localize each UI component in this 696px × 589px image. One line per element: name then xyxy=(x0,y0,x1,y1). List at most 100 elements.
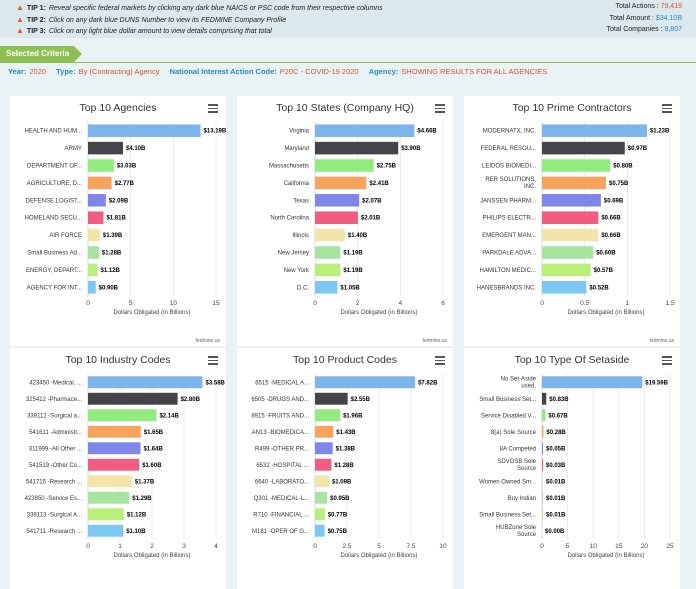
total-companies-value[interactable]: 9,807 xyxy=(664,26,682,33)
bar[interactable] xyxy=(315,124,415,137)
data-label[interactable]: $0.01B xyxy=(546,496,566,502)
bar[interactable] xyxy=(88,458,140,471)
bar[interactable] xyxy=(88,425,141,438)
data-label[interactable]: $0.60B xyxy=(596,251,616,257)
bar[interactable] xyxy=(315,246,341,259)
data-label[interactable]: $0.83B xyxy=(549,397,569,403)
bar[interactable] xyxy=(315,141,399,155)
bar[interactable] xyxy=(88,159,114,172)
data-label[interactable]: $1.28B xyxy=(102,251,122,257)
bar[interactable] xyxy=(542,124,647,137)
data-label[interactable]: $1.40B xyxy=(348,233,368,239)
hamburger-menu-icon[interactable] xyxy=(435,104,445,113)
bar[interactable] xyxy=(315,194,360,207)
data-label[interactable]: $2.55B xyxy=(351,397,371,403)
data-label[interactable]: $1.05B xyxy=(340,285,360,291)
bar[interactable] xyxy=(88,124,201,137)
data-label[interactable]: $3.58B xyxy=(206,380,226,386)
data-label[interactable]: $4.10B xyxy=(126,146,146,152)
data-label[interactable]: $0.97B xyxy=(628,146,648,152)
bar[interactable] xyxy=(315,475,329,488)
data-label[interactable]: $0.67B xyxy=(548,413,568,419)
bar[interactable] xyxy=(542,176,606,190)
data-label[interactable]: $0.75B xyxy=(328,529,348,535)
bar[interactable] xyxy=(315,228,345,242)
data-label[interactable]: $1.19B xyxy=(343,251,363,257)
data-label[interactable]: $2.41B xyxy=(369,181,389,187)
data-label[interactable]: $0.66B xyxy=(601,216,621,222)
data-label[interactable]: $0.01B xyxy=(546,512,566,518)
data-label[interactable]: $1.81B xyxy=(106,216,126,222)
data-label[interactable]: $0.90B xyxy=(99,285,119,291)
data-label[interactable]: $0.77B xyxy=(328,512,348,518)
hamburger-menu-icon[interactable] xyxy=(208,104,218,113)
bar[interactable] xyxy=(88,141,123,155)
bar[interactable] xyxy=(542,392,547,405)
data-label[interactable]: $2.14B xyxy=(159,413,179,419)
bar[interactable] xyxy=(542,263,591,277)
bar[interactable] xyxy=(542,409,546,422)
bar[interactable] xyxy=(315,491,328,504)
data-label[interactable]: $1.12B xyxy=(127,512,147,518)
bar[interactable] xyxy=(542,491,543,504)
data-label[interactable]: $1.39B xyxy=(103,233,123,239)
data-label[interactable]: $1.29B xyxy=(132,496,152,502)
data-label[interactable]: $1.96B xyxy=(343,413,363,419)
data-label[interactable]: $0.28B xyxy=(546,430,566,436)
bar[interactable] xyxy=(88,524,124,537)
data-label[interactable]: $3.03B xyxy=(117,164,137,170)
data-label[interactable]: $1.12B xyxy=(101,268,121,274)
chart-credit[interactable]: fedmine.us xyxy=(649,338,674,344)
data-label[interactable]: $0.57B xyxy=(594,268,614,274)
data-label[interactable]: $0.03B xyxy=(546,463,566,469)
bar[interactable] xyxy=(88,176,112,190)
bar[interactable] xyxy=(315,442,333,455)
bar[interactable] xyxy=(88,491,130,504)
data-label[interactable]: $0.95B xyxy=(330,496,350,502)
bar[interactable] xyxy=(88,211,104,224)
data-label[interactable]: $4.66B xyxy=(417,129,437,135)
bar[interactable] xyxy=(88,263,98,277)
bar[interactable] xyxy=(315,409,341,422)
bar[interactable] xyxy=(542,442,543,455)
data-label[interactable]: $0.00B xyxy=(545,529,565,535)
data-label[interactable]: $0.05B xyxy=(546,446,566,452)
bar[interactable] xyxy=(315,376,416,389)
bar[interactable] xyxy=(542,141,625,155)
hamburger-menu-icon[interactable] xyxy=(662,104,672,113)
data-label[interactable]: $2.75B xyxy=(377,164,397,170)
bar[interactable] xyxy=(542,475,543,488)
data-label[interactable]: $1.19B xyxy=(343,268,363,274)
bar[interactable] xyxy=(542,508,543,521)
bar[interactable] xyxy=(542,281,587,294)
bar[interactable] xyxy=(542,211,599,224)
chart-credit[interactable]: fedmine.us xyxy=(422,338,447,344)
bar[interactable] xyxy=(315,211,358,224)
data-label[interactable]: $1.23B xyxy=(650,129,670,135)
data-label[interactable]: $0.52B xyxy=(589,285,609,291)
data-label[interactable]: $0.66B xyxy=(601,233,621,239)
bar[interactable] xyxy=(88,392,178,405)
bar[interactable] xyxy=(88,442,141,455)
data-label[interactable]: $0.69B xyxy=(604,198,624,204)
data-label[interactable]: $2.07B xyxy=(362,198,382,204)
bar[interactable] xyxy=(542,159,611,172)
bar[interactable] xyxy=(542,425,544,438)
bar[interactable] xyxy=(315,508,325,521)
data-label[interactable]: $2.80B xyxy=(181,397,201,403)
bar[interactable] xyxy=(88,409,157,422)
total-amount-value[interactable]: $34.10B xyxy=(655,15,682,22)
bar[interactable] xyxy=(315,281,338,294)
bar[interactable] xyxy=(315,425,334,438)
data-label[interactable]: $13.19B xyxy=(204,129,226,135)
bar[interactable] xyxy=(542,376,643,389)
hamburger-menu-icon[interactable] xyxy=(208,356,218,365)
chart-credit[interactable]: fedmine.us xyxy=(195,338,220,344)
bar[interactable] xyxy=(88,376,203,389)
data-label[interactable]: $1.65B xyxy=(144,430,164,436)
data-label[interactable]: $2.77B xyxy=(115,181,135,187)
bar[interactable] xyxy=(315,458,332,471)
data-label[interactable]: $0.75B xyxy=(609,181,629,187)
bar[interactable] xyxy=(315,263,341,277)
bar[interactable] xyxy=(88,246,99,259)
